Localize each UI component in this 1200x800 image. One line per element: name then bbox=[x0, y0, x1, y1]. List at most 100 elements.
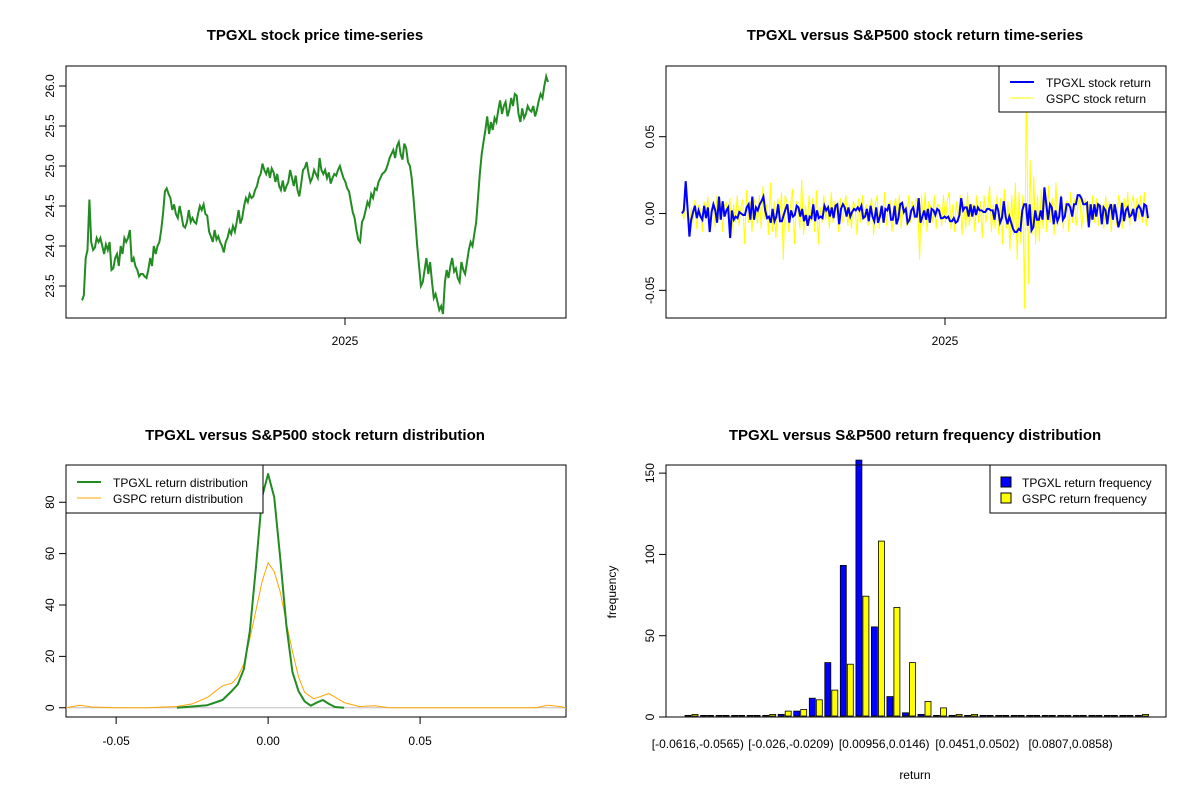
price-chart-title: TPGXL stock price time-series bbox=[207, 27, 423, 44]
price-chart: TPGXL stock price time-series 23.5 24.0 24… bbox=[43, 27, 567, 348]
histogram-x-tick-label: [-0.026,-0.0209) bbox=[748, 737, 833, 751]
gspc-frequency-bar bbox=[1126, 715, 1134, 717]
histogram-x-tick-label: [0.0451,0.0502) bbox=[935, 737, 1019, 751]
tpgxl-frequency-bar bbox=[762, 715, 770, 717]
gspc-frequency-bar bbox=[707, 715, 714, 717]
gspc-frequency-bar bbox=[878, 540, 885, 717]
returns-legend: TPGXL stock return GSPC stock return bbox=[998, 65, 1167, 113]
price-y-tick-label: 24.0 bbox=[43, 234, 57, 258]
price-y-tick-label: 23.5 bbox=[43, 274, 57, 298]
gspc-return-line bbox=[681, 65, 1149, 309]
gspc-frequency-bar bbox=[1142, 714, 1149, 717]
tpgxl-frequency-bar bbox=[1072, 715, 1080, 717]
returns-y-tick-label: 0.05 bbox=[643, 125, 657, 149]
tpgxl-frequency-bar bbox=[933, 715, 940, 717]
price-y-tick-label: 24.5 bbox=[43, 194, 57, 218]
returns-legend-label-gspc: GSPC stock return bbox=[1046, 92, 1146, 106]
returns-x-tick-label: 2025 bbox=[932, 334, 959, 348]
tpgxl-frequency-bar bbox=[1041, 715, 1049, 717]
tpgxl-frequency-bar bbox=[715, 715, 723, 717]
tpgxl-frequency-bar bbox=[1010, 715, 1018, 717]
tpgxl-frequency-bar bbox=[746, 715, 754, 717]
gspc-frequency-bar bbox=[815, 699, 823, 717]
density-y-tick-label: 20 bbox=[43, 649, 57, 663]
returns-y-axis: -0.05 0.00 0.05 bbox=[643, 125, 666, 304]
histogram-legend-label-tpgxl: TPGXL return frequency bbox=[1022, 476, 1152, 490]
histogram-y-axis-label: frequency bbox=[605, 566, 619, 619]
histogram-legend-swatch-gspc bbox=[1000, 492, 1012, 504]
density-y-tick-label: 60 bbox=[43, 547, 57, 561]
density-legend: TPGXL return distribution GSPC return di… bbox=[65, 464, 264, 514]
tpgxl-frequency-bar bbox=[731, 715, 738, 717]
histogram-y-tick-label: 150 bbox=[643, 463, 657, 483]
histogram-y-tick-label: 100 bbox=[643, 544, 657, 564]
gspc-frequency-bar bbox=[909, 662, 916, 717]
returns-legend-label-tpgxl: TPGXL stock return bbox=[1046, 76, 1151, 90]
histogram-legend-box bbox=[989, 464, 1167, 514]
histogram-x-tick-label: [0.0807,0.0858) bbox=[1029, 737, 1113, 751]
tpgxl-frequency-bar bbox=[1104, 715, 1111, 717]
tpgxl-frequency-bar bbox=[871, 626, 878, 717]
gspc-frequency-bar bbox=[753, 715, 761, 717]
density-y-tick-label: 80 bbox=[43, 495, 57, 509]
density-y-tick-label: 0 bbox=[43, 704, 57, 711]
price-x-tick-label: 2025 bbox=[332, 334, 359, 348]
price-y-tick-label: 26.0 bbox=[43, 74, 57, 98]
tpgxl-return-line bbox=[681, 181, 1149, 239]
gspc-frequency-bar bbox=[831, 689, 839, 717]
gspc-frequency-bar bbox=[1033, 715, 1041, 717]
histogram-x-axis: [-0.0616,-0.0565) [-0.026,-0.0209) [0.0095… bbox=[652, 737, 1113, 751]
gspc-frequency-bar bbox=[1017, 715, 1025, 717]
returns-chart: TPGXL versus S&P500 stock return time-se… bbox=[643, 27, 1167, 348]
histogram-legend-swatch-tpgxl bbox=[1000, 476, 1012, 488]
tpgxl-frequency-bar bbox=[964, 715, 971, 717]
gspc-frequency-bar bbox=[940, 707, 947, 717]
density-legend-label-gspc: GSPC return distribution bbox=[113, 492, 243, 506]
histogram-legend: TPGXL return frequency GSPC return frequ… bbox=[989, 464, 1167, 514]
returns-x-axis: 2025 bbox=[932, 318, 959, 348]
histogram-legend-label-gspc: GSPC return frequency bbox=[1022, 492, 1147, 506]
histogram-plot-frame bbox=[665, 464, 1167, 718]
tpgxl-frequency-bar bbox=[1135, 715, 1142, 717]
histogram-bars bbox=[684, 459, 1149, 717]
density-series bbox=[65, 473, 567, 709]
tpgxl-frequency-bar bbox=[886, 696, 894, 717]
gspc-frequency-bar bbox=[1079, 715, 1087, 717]
histogram-chart-title: TPGXL versus S&P500 return frequency dis… bbox=[729, 427, 1101, 444]
price-series bbox=[81, 72, 549, 315]
tpgxl-frequency-bar bbox=[684, 715, 692, 717]
gspc-frequency-bar bbox=[691, 714, 699, 717]
gspc-frequency-bar bbox=[769, 714, 777, 717]
price-y-tick-label: 25.5 bbox=[43, 114, 57, 138]
tpgxl-frequency-bar bbox=[995, 715, 1003, 717]
density-x-tick-label: 0.00 bbox=[256, 734, 280, 748]
gspc-frequency-bar bbox=[722, 715, 730, 717]
histogram-y-axis: 0 50 100 150 bbox=[643, 463, 666, 720]
gspc-frequency-bar bbox=[1095, 715, 1103, 717]
price-line bbox=[81, 72, 549, 315]
gspc-frequency-bar bbox=[924, 701, 932, 717]
gspc-frequency-bar bbox=[893, 607, 901, 717]
tpgxl-frequency-bar bbox=[1088, 715, 1096, 717]
density-legend-box bbox=[65, 464, 264, 514]
tpgxl-frequency-bar bbox=[839, 565, 847, 717]
gspc-frequency-bar bbox=[862, 595, 870, 717]
returns-chart-title: TPGXL versus S&P500 stock return time-se… bbox=[747, 27, 1084, 44]
density-legend-label-tpgxl: TPGXL return distribution bbox=[113, 476, 248, 490]
density-y-tick-label: 40 bbox=[43, 598, 57, 612]
price-x-axis: 2025 bbox=[332, 318, 359, 348]
tpgxl-frequency-bar bbox=[777, 714, 785, 717]
tpgxl-frequency-bar bbox=[808, 697, 816, 717]
tpgxl-frequency-bar bbox=[1057, 715, 1065, 717]
price-y-tick-label: 25.0 bbox=[43, 154, 57, 178]
histogram-y-tick-label: 0 bbox=[643, 713, 657, 720]
tpgxl-frequency-bar bbox=[902, 712, 909, 717]
price-plot-frame bbox=[65, 65, 567, 319]
density-x-tick-label: 0.05 bbox=[408, 734, 432, 748]
tpgxl-frequency-bar bbox=[700, 715, 707, 717]
density-chart: TPGXL versus S&P500 stock return distrib… bbox=[43, 427, 567, 748]
price-y-axis: 23.5 24.0 24.5 25.0 25.5 26.0 bbox=[43, 74, 66, 298]
gspc-frequency-bar bbox=[955, 714, 963, 717]
gspc-frequency-bar bbox=[738, 715, 745, 717]
histogram-x-tick-label: [0.00956,0.0146) bbox=[839, 737, 930, 751]
